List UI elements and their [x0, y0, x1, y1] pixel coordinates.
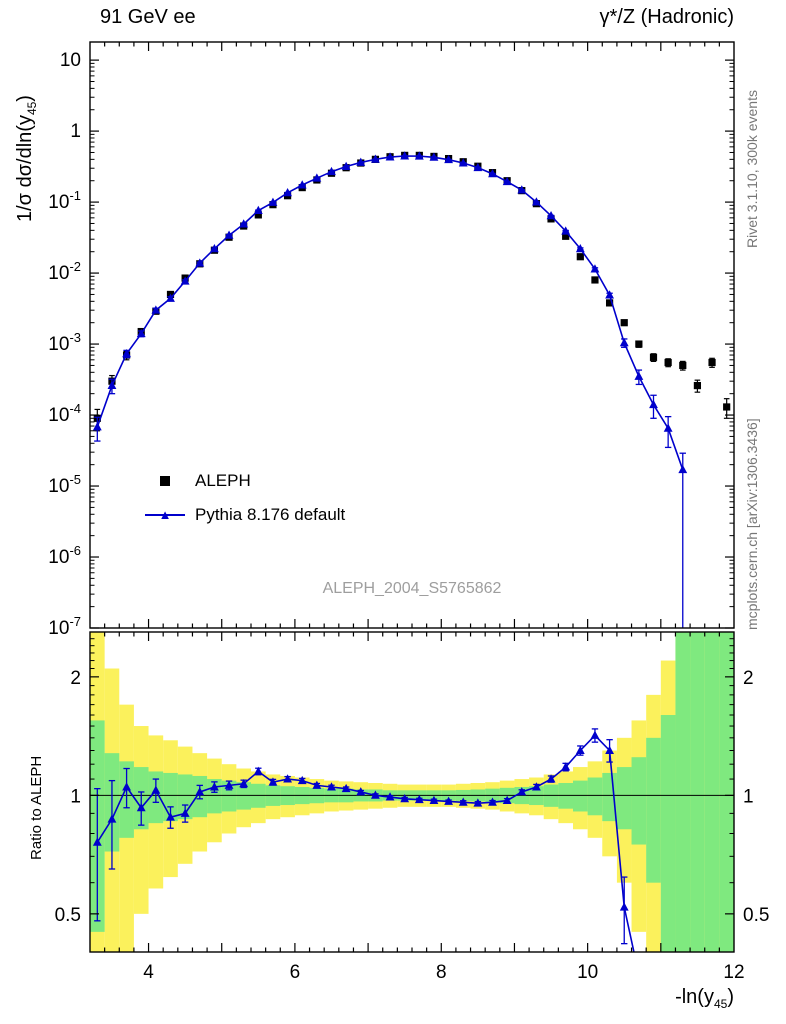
legend: ALEPH ▲ Pythia 8.176 default [143, 464, 345, 532]
header-beam-label: 91 GeV ee [100, 6, 196, 28]
ratio-axis-title: Ratio to ALEPH [28, 755, 45, 860]
y-axis-title-close: ) [14, 95, 36, 102]
svg-text:10-5: 10-5 [48, 472, 81, 497]
svg-text:1: 1 [70, 121, 81, 142]
legend-label-pythia: Pythia 8.176 default [195, 505, 346, 524]
svg-text:10-2: 10-2 [48, 259, 81, 284]
header-process-label: γ*/Z (Hadronic) [599, 6, 734, 28]
mcplots-credit-label: mcplots.cern.ch [arXiv:1306.3436] [744, 418, 760, 630]
svg-text:0.5: 0.5 [55, 905, 81, 926]
x-axis-title-text: -ln(y [675, 986, 714, 1008]
x-axis-title-sub: 45 [713, 997, 728, 1011]
svg-text:1: 1 [743, 786, 754, 807]
legend-item-aleph: ALEPH [143, 464, 345, 498]
svg-text:10-4: 10-4 [48, 401, 81, 426]
svg-text:10: 10 [577, 962, 598, 983]
svg-text:10-1: 10-1 [48, 188, 81, 213]
blue-line-triangle-marker-icon: ▲ [143, 508, 187, 521]
svg-text:10-7: 10-7 [48, 614, 81, 639]
svg-text:6: 6 [290, 962, 301, 983]
svg-text:2: 2 [743, 668, 754, 689]
rivet-version-label: Rivet 3.1.10, 300k events [744, 90, 760, 248]
svg-text:1: 1 [70, 786, 81, 807]
svg-text:4: 4 [143, 962, 154, 983]
x-axis-title: -ln(y45) [675, 986, 734, 1011]
analysis-watermark: ALEPH_2004_S5765862 [322, 580, 502, 597]
svg-text:2: 2 [70, 668, 81, 689]
y-axis-title: 1/σ dσ/dln(y45) [14, 95, 39, 222]
svg-text:8: 8 [436, 962, 447, 983]
svg-text:12: 12 [723, 962, 744, 983]
y-axis-title-text: 1/σ dσ/dln(y [14, 115, 36, 222]
y-axis-title-sub: 45 [25, 101, 39, 116]
black-square-marker-icon [143, 476, 187, 486]
legend-item-pythia: ▲ Pythia 8.176 default [143, 498, 345, 532]
svg-text:10-6: 10-6 [48, 543, 81, 568]
svg-text:10-3: 10-3 [48, 330, 81, 355]
x-axis-title-close: ) [727, 986, 734, 1008]
legend-label-aleph: ALEPH [195, 471, 251, 490]
svg-text:0.5: 0.5 [743, 905, 769, 926]
svg-text:10: 10 [60, 50, 81, 71]
